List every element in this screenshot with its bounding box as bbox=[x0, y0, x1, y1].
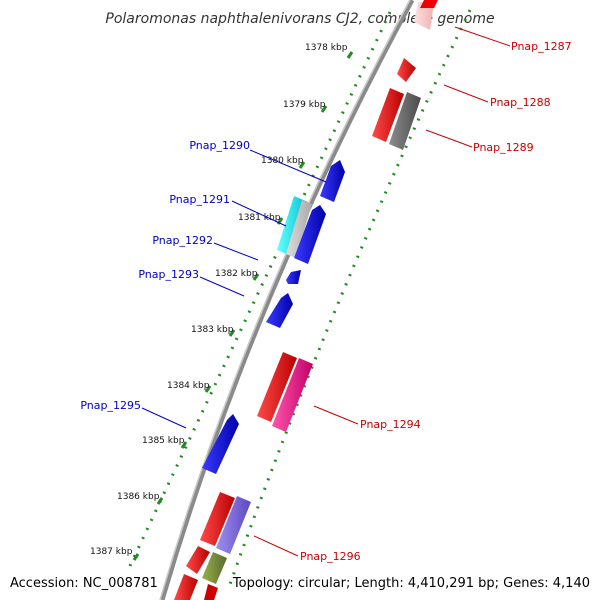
right-leader-lines bbox=[253, 26, 511, 557]
topology-text: Topology: circular; Length: 4,410,291 bp… bbox=[232, 576, 590, 591]
map-title: Polaromonas naphthalenivorans CJ2, compl… bbox=[105, 11, 494, 27]
kbp-label: 1382 kbp bbox=[215, 269, 258, 279]
kbp-tick-marks bbox=[132, 51, 354, 561]
gene-label-left[interactable]: Pnap_1290 bbox=[189, 139, 250, 152]
left-leader-lines bbox=[141, 149, 327, 429]
gene-label-right[interactable]: Pnap_1294 bbox=[360, 418, 421, 431]
gene-pnap-1287-tail[interactable] bbox=[420, 0, 438, 8]
kbp-label: 1380 kbp bbox=[261, 156, 304, 166]
kbp-label: 1385 kbp bbox=[142, 436, 185, 446]
gene-red-lower-a[interactable] bbox=[200, 492, 235, 546]
gene-label-right[interactable]: Pnap_1287 bbox=[511, 40, 572, 53]
gene-label-left[interactable]: Pnap_1295 bbox=[80, 399, 141, 412]
gene-pnap-1293b[interactable] bbox=[266, 293, 293, 328]
gene-pnap-1292[interactable] bbox=[294, 205, 326, 264]
gene-label-right[interactable]: Pnap_1288 bbox=[490, 96, 551, 109]
gene-pnap-1290[interactable] bbox=[320, 160, 345, 202]
gene-pnap-1288b[interactable] bbox=[372, 88, 404, 142]
genome-backbone bbox=[159, 0, 415, 600]
genome-backbone-highlight bbox=[159, 0, 411, 600]
gene-pnap-1289[interactable] bbox=[389, 92, 421, 150]
gene-pnap-1294b[interactable] bbox=[272, 358, 313, 432]
kbp-label: 1387 kbp bbox=[90, 547, 133, 557]
gene-label-left[interactable]: Pnap_1293 bbox=[138, 268, 199, 281]
gene-pnap-1294[interactable] bbox=[257, 352, 297, 422]
kbp-label: 1386 kbp bbox=[117, 492, 160, 502]
gene-pnap-1296-olive[interactable] bbox=[202, 552, 227, 584]
gene-red-lower-d[interactable] bbox=[204, 584, 218, 600]
gene-pnap-1296-purple[interactable] bbox=[216, 496, 251, 554]
gene-label-right[interactable]: Pnap_1296 bbox=[300, 550, 361, 563]
gene-pnap-1291-light[interactable] bbox=[286, 200, 312, 258]
gene-label-right[interactable]: Pnap_1289 bbox=[473, 141, 534, 154]
inner-scale-track bbox=[226, 9, 472, 591]
kbp-label: 1378 kbp bbox=[305, 43, 348, 53]
gene-label-left[interactable]: Pnap_1291 bbox=[169, 193, 230, 206]
gene-pnap-1288[interactable] bbox=[397, 58, 416, 82]
gene-pnap-1293[interactable] bbox=[286, 270, 301, 284]
gene-red-lower-c[interactable] bbox=[174, 574, 198, 600]
kbp-label: 1379 kbp bbox=[283, 100, 326, 110]
gene-pnap-1295[interactable] bbox=[202, 414, 239, 474]
gene-red-lower-b[interactable] bbox=[186, 546, 210, 574]
kbp-label: 1383 kbp bbox=[191, 325, 234, 335]
kbp-label: 1381 kbp bbox=[238, 213, 281, 223]
gene-pnap-1287[interactable] bbox=[414, 2, 434, 30]
outer-scale-track bbox=[126, 11, 392, 571]
accession-text: Accession: NC_008781 bbox=[10, 576, 158, 591]
gene-label-left[interactable]: Pnap_1292 bbox=[152, 234, 213, 247]
kbp-label: 1384 kbp bbox=[167, 381, 210, 391]
